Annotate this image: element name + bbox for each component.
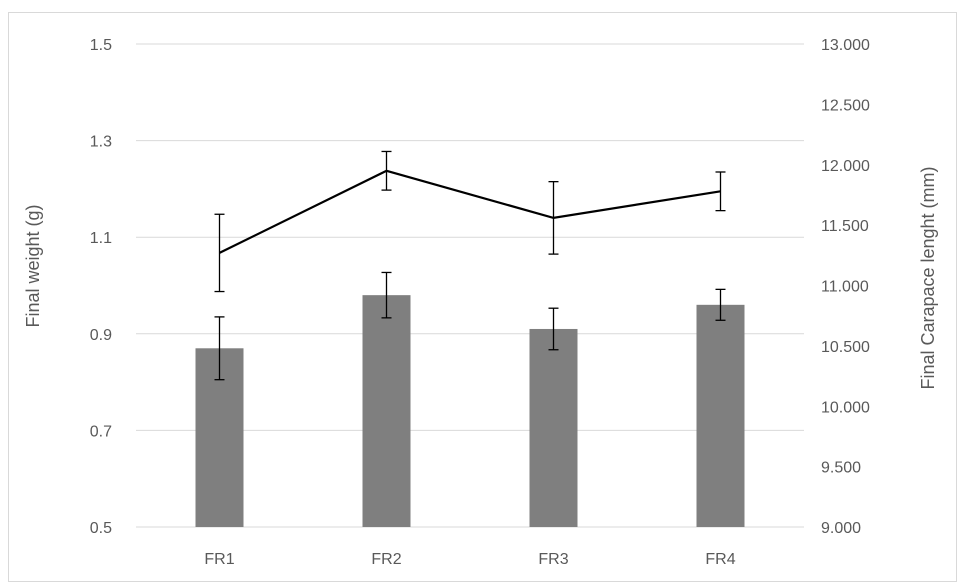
x-tick-label: FR3	[538, 551, 568, 568]
bar	[529, 328, 578, 527]
left-tick-label: 1.1	[90, 230, 112, 247]
right-tick-label: 10.500	[821, 339, 870, 356]
x-tick-label: FR1	[204, 551, 234, 568]
left-tick-label: 1.5	[90, 37, 112, 54]
left-tick-label: 0.9	[90, 327, 112, 344]
right-tick-label: 11.500	[821, 218, 869, 235]
x-tick-label: FR4	[705, 551, 735, 568]
left-axis-ticks: 0.5 0.7 0.9 1.1 1.3 1.5	[90, 37, 112, 537]
chart-frame: 0.5 0.7 0.9 1.1 1.3 1.5 9.000 9.500 10.000 10.50…	[8, 12, 957, 582]
right-tick-label: 13.000	[821, 37, 870, 54]
right-axis-title: Final Carapace lenght (mm)	[918, 166, 938, 389]
left-tick-label: 0.5	[90, 520, 112, 537]
x-axis-ticks: FR1 FR2 FR3 FR4	[204, 551, 735, 568]
left-tick-label: 1.3	[90, 134, 112, 151]
left-tick-label: 0.7	[90, 423, 112, 440]
chart: 0.5 0.7 0.9 1.1 1.3 1.5 9.000 9.500 10.000 10.50…	[23, 37, 938, 568]
right-tick-label: 10.000	[821, 399, 870, 416]
right-tick-label: 9.500	[821, 460, 861, 477]
right-axis-ticks: 9.000 9.500 10.000 10.500 11.000 11.500 12.000…	[821, 37, 870, 537]
x-tick-label: FR2	[371, 551, 401, 568]
bar	[362, 295, 411, 527]
gridlines	[136, 43, 804, 528]
right-tick-label: 9.000	[821, 520, 861, 537]
right-tick-label: 12.000	[821, 158, 870, 175]
bar-series	[195, 271, 745, 527]
line-series	[214, 150, 726, 293]
bar	[696, 304, 745, 527]
left-axis-title: Final weight (g)	[23, 204, 43, 327]
right-tick-label: 11.000	[821, 279, 869, 296]
line-path	[219, 169, 721, 254]
right-tick-label: 12.500	[821, 97, 870, 114]
